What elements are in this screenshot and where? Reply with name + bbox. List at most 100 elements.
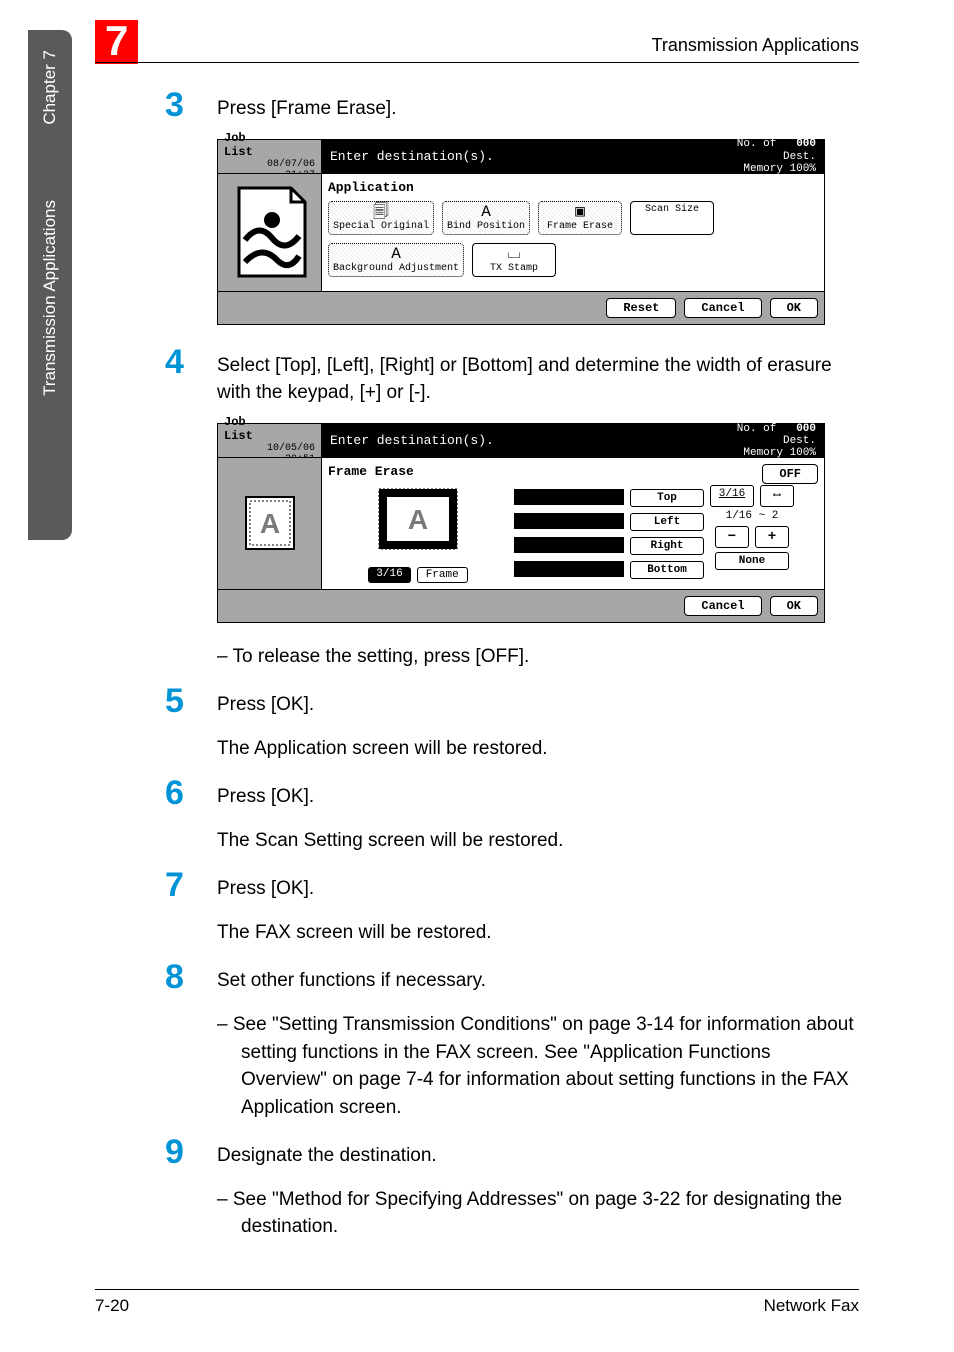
- step-8-number: 8: [165, 960, 217, 995]
- frame-preview: A 3/16 Frame: [328, 485, 508, 583]
- off-button[interactable]: OFF: [762, 464, 818, 484]
- destination-info-2: No. of 000Dest.Memory 100%: [737, 423, 816, 459]
- dotted-a-icon: A: [391, 246, 401, 262]
- job-list-tab[interactable]: JobList 08/07/0621:27: [218, 140, 322, 174]
- step-9-bullet: See "Method for Specifying Addresses" on…: [217, 1186, 859, 1241]
- screenshot-frame-erase: JobList 10/05/0620:51 Enter destination(…: [217, 423, 825, 623]
- letter-icon: A: [481, 204, 491, 220]
- step-4-text: Select [Top], [Left], [Right] or [Bottom…: [217, 345, 859, 407]
- cancel-button-2[interactable]: Cancel: [684, 596, 761, 616]
- scan-size-label: Scan Size: [645, 204, 699, 215]
- special-original-button[interactable]: 🗐Special Original: [328, 201, 434, 235]
- background-adjustment-button[interactable]: ABackground Adjustment: [328, 243, 464, 277]
- destination-info: No. of 000Dest.Memory 100%: [737, 138, 816, 174]
- step-6: 6 Press [OK].: [165, 776, 859, 811]
- step-9-text: Designate the destination.: [217, 1135, 437, 1170]
- step-6-text: Press [OK].: [217, 776, 314, 811]
- plus-button[interactable]: +: [755, 526, 789, 548]
- range-label: 1/16 ~ 2: [726, 511, 779, 522]
- side-tab-title: Transmission Applications: [40, 200, 60, 396]
- frame-erase-label: Frame Erase: [547, 221, 613, 232]
- panel-title-frame-erase: Frame Erase: [328, 464, 414, 479]
- content-area: 3 Press [Frame Erase]. JobList 08/07/062…: [165, 88, 859, 1255]
- panel-title-application: Application: [328, 180, 818, 195]
- step-5-sub: The Application screen will be restored.: [217, 735, 859, 763]
- ok-button-2[interactable]: OK: [770, 596, 818, 616]
- step-4-bullet: To release the setting, press [OFF].: [217, 643, 859, 671]
- tx-stamp-label: TX Stamp: [490, 263, 538, 274]
- destination-bar-2: Enter destination(s). No. of 000Dest.Mem…: [322, 424, 824, 458]
- step-5-number: 5: [165, 684, 217, 719]
- side-tab: Chapter 7 Transmission Applications: [28, 30, 72, 540]
- step-3-text: Press [Frame Erase].: [217, 88, 397, 123]
- minus-button[interactable]: −: [715, 526, 749, 548]
- step-8-text: Set other functions if necessary.: [217, 960, 486, 995]
- page-stack-icon: 🗐: [373, 204, 389, 220]
- screenshot-application: JobList 08/07/0621:27 Enter destination(…: [217, 139, 825, 325]
- left-button[interactable]: Left: [630, 513, 704, 531]
- tx-stamp-button[interactable]: ⌴TX Stamp: [472, 243, 556, 277]
- step-7-sub: The FAX screen will be restored.: [217, 919, 859, 947]
- frame-erase-button[interactable]: ▣Frame Erase: [538, 201, 622, 235]
- ss2-panel: Frame Erase OFF A: [322, 458, 824, 589]
- bottom-button[interactable]: Bottom: [630, 561, 704, 579]
- page-a-icon: A: [240, 493, 300, 553]
- job-list-label: JobList: [224, 131, 321, 159]
- ss2-footer: Cancel OK: [218, 589, 824, 622]
- bind-position-button[interactable]: ABind Position: [442, 201, 530, 235]
- frame-icon: ▣: [575, 204, 585, 220]
- svg-text:A: A: [408, 504, 428, 535]
- dest-count: 000: [796, 138, 816, 150]
- header-title: Transmission Applications: [652, 35, 859, 56]
- ok-button[interactable]: OK: [770, 298, 818, 318]
- stamp-icon: ⌴: [508, 246, 521, 262]
- frame-label-button[interactable]: Frame: [417, 567, 468, 583]
- destination-prompt-2: Enter destination(s).: [330, 433, 494, 448]
- destination-prompt: Enter destination(s).: [330, 149, 494, 164]
- step-9-number: 9: [165, 1135, 217, 1170]
- frame-fraction: 3/16: [368, 567, 410, 583]
- step-4: 4 Select [Top], [Left], [Right] or [Bott…: [165, 345, 859, 407]
- ss1-body: Application 🗐Special Original ABind Posi…: [218, 174, 824, 291]
- step-7: 7 Press [OK].: [165, 868, 859, 903]
- step-8-bullet: See "Setting Transmission Conditions" on…: [217, 1011, 859, 1121]
- job-list-tab-2[interactable]: JobList 10/05/0620:51: [218, 424, 322, 458]
- right-button[interactable]: Right: [630, 537, 704, 555]
- step-8: 8 Set other functions if necessary.: [165, 960, 859, 995]
- background-adjustment-label: Background Adjustment: [333, 263, 459, 274]
- side-tab-chapter: Chapter 7: [40, 50, 60, 125]
- cancel-button[interactable]: Cancel: [684, 298, 761, 318]
- ss2-topbar: JobList 10/05/0620:51 Enter destination(…: [218, 424, 824, 458]
- step-5: 5 Press [OK].: [165, 684, 859, 719]
- header-rule: [95, 62, 859, 63]
- footer-doc-title: Network Fax: [764, 1296, 859, 1316]
- frame-preview-icon: A: [373, 485, 463, 563]
- step-9: 9 Designate the destination.: [165, 1135, 859, 1170]
- special-original-label: Special Original: [333, 221, 429, 232]
- bind-position-label: Bind Position: [447, 221, 525, 232]
- top-button[interactable]: Top: [630, 489, 704, 507]
- step-3: 3 Press [Frame Erase].: [165, 88, 859, 123]
- step-7-text: Press [OK].: [217, 868, 314, 903]
- dest-count-2: 000: [796, 423, 816, 435]
- step-5-text: Press [OK].: [217, 684, 314, 719]
- unit-toggle-button[interactable]: ⇔: [760, 485, 794, 507]
- scan-size-button[interactable]: Scan Size: [630, 201, 714, 235]
- destination-bar: Enter destination(s). No. of 000Dest.Mem…: [322, 140, 824, 174]
- job-list-label-2: JobList: [224, 415, 321, 443]
- reset-button[interactable]: Reset: [606, 298, 676, 318]
- svg-text:A: A: [259, 508, 279, 539]
- document-icon: [227, 182, 313, 282]
- fraction-display: 3/16: [710, 485, 754, 507]
- chapter-number: 7: [95, 20, 138, 64]
- ss1-panel: Application 🗐Special Original ABind Posi…: [322, 174, 824, 291]
- none-button[interactable]: None: [715, 552, 789, 570]
- edge-buttons: Top Left Right Bottom: [514, 485, 704, 583]
- ss1-topbar: JobList 08/07/0621:27 Enter destination(…: [218, 140, 824, 174]
- width-stepper: 3/16 ⇔ 1/16 ~ 2 − + None: [710, 485, 794, 583]
- ss2-body: A Frame Erase OFF: [218, 458, 824, 589]
- step-6-number: 6: [165, 776, 217, 811]
- ss1-footer: Reset Cancel OK: [218, 291, 824, 324]
- step-3-number: 3: [165, 88, 217, 123]
- footer-page-number: 7-20: [95, 1296, 129, 1316]
